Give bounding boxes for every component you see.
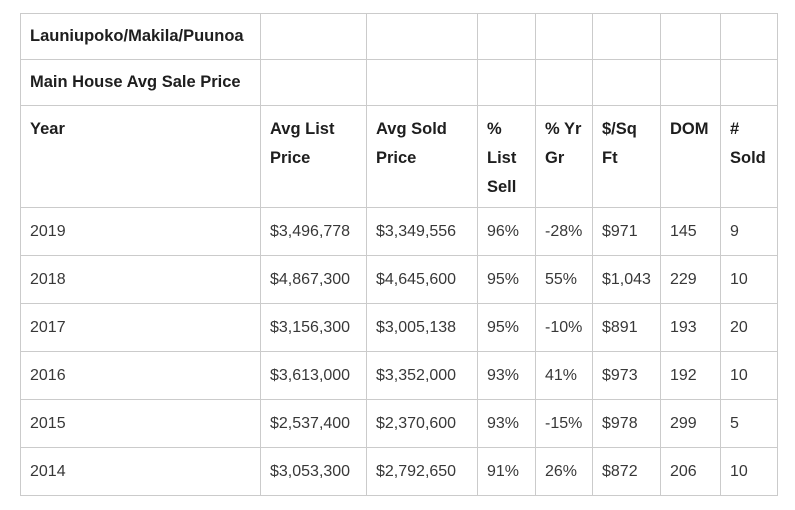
empty-cell (535, 13, 593, 60)
table-cell: $2,370,600 (366, 399, 478, 448)
table-cell: 299 (660, 399, 721, 448)
column-header-avg-list-price: Avg List Price (260, 105, 367, 208)
table-cell: 10 (720, 255, 778, 304)
sales-stats-table: Launiupoko/Makila/Puunoa Main House Avg … (20, 13, 778, 496)
table-cell: $3,053,300 (260, 447, 367, 496)
table-cell: $978 (592, 399, 661, 448)
table-row: 2017 $3,156,300 $3,005,138 95% -10% $891 193 20 (20, 303, 778, 352)
empty-cell (660, 59, 721, 106)
table-cell: -10% (535, 303, 593, 352)
column-header-row: Year Avg List Price Avg Sold Price % Lis… (20, 105, 778, 208)
column-header-price-per-sqft: $/Sq Ft (592, 105, 661, 208)
table-cell: 206 (660, 447, 721, 496)
table-cell: $971 (592, 207, 661, 256)
table-cell: $872 (592, 447, 661, 496)
table-cell: $973 (592, 351, 661, 400)
table-title: Launiupoko/Makila/Puunoa (20, 13, 261, 60)
empty-cell (366, 13, 478, 60)
table-cell: $891 (592, 303, 661, 352)
table-cell: $3,005,138 (366, 303, 478, 352)
year-cell: 2016 (20, 351, 261, 400)
table-subtitle: Main House Avg Sale Price (20, 59, 261, 106)
table-cell: 5 (720, 399, 778, 448)
year-cell: 2019 (20, 207, 261, 256)
table-cell: 41% (535, 351, 593, 400)
table-title-row: Launiupoko/Makila/Puunoa (20, 13, 778, 60)
table-body: 2019 $3,496,778 $3,349,556 96% -28% $971 145 9 2… (20, 207, 778, 496)
table-cell: $4,867,300 (260, 255, 367, 304)
table-cell: 91% (477, 447, 536, 496)
table-cell: $3,613,000 (260, 351, 367, 400)
table-cell: $2,537,400 (260, 399, 367, 448)
table-cell: $3,349,556 (366, 207, 478, 256)
table-cell: 55% (535, 255, 593, 304)
table-cell: 193 (660, 303, 721, 352)
table-row: 2018 $4,867,300 $4,645,600 95% 55% $1,043 229 1… (20, 255, 778, 304)
table-cell: 10 (720, 351, 778, 400)
year-cell: 2015 (20, 399, 261, 448)
column-header-pct-list-sell: % List Sell (477, 105, 536, 208)
table-cell: $2,792,650 (366, 447, 478, 496)
empty-cell (366, 59, 478, 106)
table-row: 2014 $3,053,300 $2,792,650 91% 26% $872 206 10 (20, 447, 778, 496)
table-cell: 229 (660, 255, 721, 304)
table-cell: 26% (535, 447, 593, 496)
table-cell: 10 (720, 447, 778, 496)
empty-cell (260, 13, 367, 60)
table-subtitle-row: Main House Avg Sale Price (20, 59, 778, 106)
year-cell: 2014 (20, 447, 261, 496)
table-cell: 20 (720, 303, 778, 352)
column-header-num-sold: # Sold (720, 105, 778, 208)
empty-cell (592, 59, 661, 106)
empty-cell (535, 59, 593, 106)
column-header-dom: DOM (660, 105, 721, 208)
table-cell: 9 (720, 207, 778, 256)
table-cell: $4,645,600 (366, 255, 478, 304)
table-cell: 95% (477, 255, 536, 304)
table-cell: $3,156,300 (260, 303, 367, 352)
year-cell: 2018 (20, 255, 261, 304)
empty-cell (720, 59, 778, 106)
table-cell: 96% (477, 207, 536, 256)
table-cell: -28% (535, 207, 593, 256)
column-header-pct-yr-gr: % Yr Gr (535, 105, 593, 208)
empty-cell (477, 59, 536, 106)
table-cell: $3,496,778 (260, 207, 367, 256)
year-cell: 2017 (20, 303, 261, 352)
table-row: 2019 $3,496,778 $3,349,556 96% -28% $971 145 9 (20, 207, 778, 256)
table-cell: $3,352,000 (366, 351, 478, 400)
column-header-avg-sold-price: Avg Sold Price (366, 105, 478, 208)
table-row: 2016 $3,613,000 $3,352,000 93% 41% $973 192 10 (20, 351, 778, 400)
table-cell: 192 (660, 351, 721, 400)
empty-cell (477, 13, 536, 60)
table-cell: $1,043 (592, 255, 661, 304)
table-cell: 95% (477, 303, 536, 352)
empty-cell (720, 13, 778, 60)
empty-cell (260, 59, 367, 106)
table-cell: -15% (535, 399, 593, 448)
column-header-year: Year (20, 105, 261, 208)
table-cell: 145 (660, 207, 721, 256)
empty-cell (660, 13, 721, 60)
empty-cell (592, 13, 661, 60)
table-cell: 93% (477, 351, 536, 400)
table-cell: 93% (477, 399, 536, 448)
table-row: 2015 $2,537,400 $2,370,600 93% -15% $978 299 5 (20, 399, 778, 448)
